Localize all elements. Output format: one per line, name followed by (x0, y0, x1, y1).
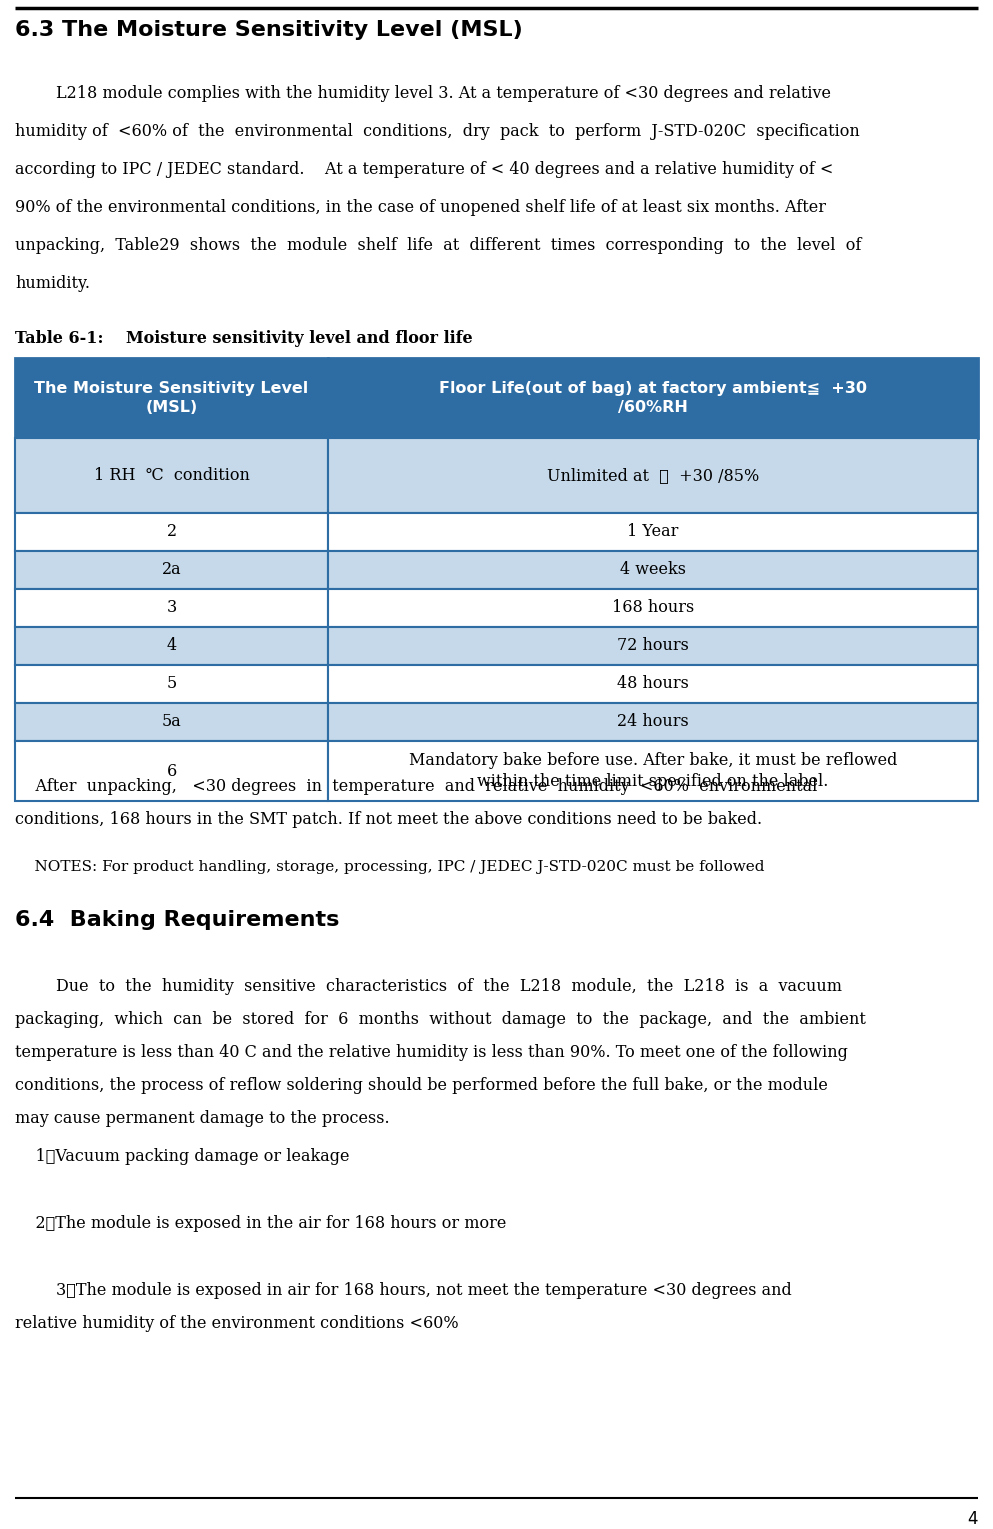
Text: 6.3 The Moisture Sensitivity Level (MSL): 6.3 The Moisture Sensitivity Level (MSL) (15, 20, 522, 40)
Text: 168 hours: 168 hours (612, 599, 694, 616)
Text: 6.4  Baking Requirements: 6.4 Baking Requirements (15, 910, 340, 930)
Text: 24 hours: 24 hours (617, 714, 689, 731)
Bar (328, 589, 978, 627)
Text: temperature is less than 40 C and the relative humidity is less than 90%. To mee: temperature is less than 40 C and the re… (15, 1044, 848, 1061)
Bar (15, 665, 328, 703)
Bar (15, 627, 328, 665)
Text: 4 weeks: 4 weeks (620, 561, 686, 578)
Text: 3、The module is exposed in air for 168 hours, not meet the temperature <30 degre: 3、The module is exposed in air for 168 h… (15, 1281, 791, 1300)
Text: Due  to  the  humidity  sensitive  characteristics  of  the  L218  module,  the : Due to the humidity sensitive characteri… (15, 979, 842, 995)
Text: L218 module complies with the humidity level 3. At a temperature of <30 degrees : L218 module complies with the humidity l… (15, 86, 831, 102)
Text: may cause permanent damage to the process.: may cause permanent damage to the proces… (15, 1110, 389, 1127)
Text: Mandatory bake before use. After bake, it must be reflowed
within the time limit: Mandatory bake before use. After bake, i… (409, 752, 898, 790)
Text: conditions, the process of reflow soldering should be performed before the full : conditions, the process of reflow solder… (15, 1076, 828, 1095)
Text: humidity of  <60% of  the  environmental  conditions,  dry  pack  to  perform  J: humidity of <60% of the environmental co… (15, 122, 860, 141)
Text: 1、Vacuum packing damage or leakage: 1、Vacuum packing damage or leakage (15, 1148, 350, 1165)
Text: The Moisture Sensitivity Level
(MSL): The Moisture Sensitivity Level (MSL) (35, 381, 309, 416)
Bar (328, 742, 978, 801)
Text: 2: 2 (167, 523, 177, 540)
Text: Unlimited at  ≦  +30 /85%: Unlimited at ≦ +30 /85% (547, 466, 759, 485)
Bar (15, 550, 328, 589)
Text: 4: 4 (967, 1511, 978, 1527)
Text: 2、The module is exposed in the air for 168 hours or more: 2、The module is exposed in the air for 1… (15, 1216, 506, 1232)
Text: 48 hours: 48 hours (617, 676, 689, 693)
Text: 5a: 5a (162, 714, 182, 731)
Text: humidity.: humidity. (15, 275, 90, 292)
Text: unpacking,  Table29  shows  the  module  shelf  life  at  different  times  corr: unpacking, Table29 shows the module shel… (15, 237, 861, 254)
Text: After  unpacking,   <30 degrees  in  temperature  and  relative  humidity  <60% : After unpacking, <30 degrees in temperat… (15, 778, 817, 795)
Text: 5: 5 (167, 676, 177, 693)
Bar (15, 589, 328, 627)
Text: 72 hours: 72 hours (617, 638, 689, 654)
Text: 4: 4 (167, 638, 177, 654)
Bar (15, 358, 328, 437)
Text: according to IPC / JEDEC standard.    At a temperature of < 40 degrees and a rel: according to IPC / JEDEC standard. At a … (15, 161, 833, 177)
Bar (15, 514, 328, 550)
Bar (328, 358, 978, 437)
Text: packaging,  which  can  be  stored  for  6  months  without  damage  to  the  pa: packaging, which can be stored for 6 mon… (15, 1011, 866, 1027)
Text: 3: 3 (167, 599, 177, 616)
Text: relative humidity of the environment conditions <60%: relative humidity of the environment con… (15, 1315, 459, 1332)
Text: 6: 6 (167, 763, 177, 780)
Text: Table 6-1:    Moisture sensitivity level and floor life: Table 6-1: Moisture sensitivity level an… (15, 330, 473, 347)
Bar (328, 703, 978, 742)
Bar (328, 550, 978, 589)
Text: Floor Life(out of bag) at factory ambient≦  +30
/60%RH: Floor Life(out of bag) at factory ambien… (439, 381, 867, 416)
Bar (328, 514, 978, 550)
Text: 2a: 2a (162, 561, 182, 578)
Text: 1 Year: 1 Year (628, 523, 678, 540)
Bar (15, 703, 328, 742)
Bar (328, 627, 978, 665)
Text: 90% of the environmental conditions, in the case of unopened shelf life of at le: 90% of the environmental conditions, in … (15, 199, 826, 216)
Text: 1 RH  ℃  condition: 1 RH ℃ condition (93, 466, 249, 485)
Text: conditions, 168 hours in the SMT patch. If not meet the above conditions need to: conditions, 168 hours in the SMT patch. … (15, 810, 762, 829)
Bar (328, 437, 978, 514)
Bar (15, 437, 328, 514)
Bar (328, 665, 978, 703)
Bar (15, 742, 328, 801)
Text: NOTES: For product handling, storage, processing, IPC / JEDEC J-STD-020C must be: NOTES: For product handling, storage, pr… (15, 859, 765, 875)
